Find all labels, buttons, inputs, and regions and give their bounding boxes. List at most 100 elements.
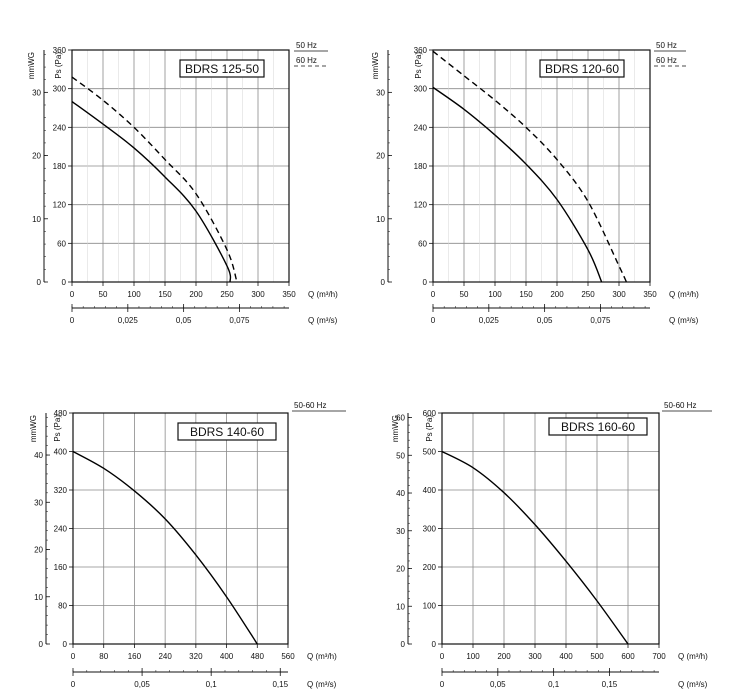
y-tick-label: 300 xyxy=(423,525,437,534)
mmwg-tick-label: 10 xyxy=(32,215,41,224)
x-tick-label: 200 xyxy=(550,290,564,299)
x-tick-label: 240 xyxy=(158,652,172,661)
y-tick-label: 240 xyxy=(53,123,67,132)
x-axis-title: Q (m³/h) xyxy=(308,290,338,299)
mmwg-tick-label: 30 xyxy=(376,88,385,97)
x-tick-label: 350 xyxy=(643,290,657,299)
legend-label: 60 Hz xyxy=(656,56,677,65)
y-tick-label: 240 xyxy=(54,525,68,534)
mmwg-tick-label: 0 xyxy=(381,278,386,287)
legend-label: 50 Hz xyxy=(296,41,317,50)
y-tick-label: 0 xyxy=(62,278,67,287)
mmwg-tick-label: 30 xyxy=(396,527,405,536)
mmwg-tick-label: 30 xyxy=(32,88,41,97)
x2-tick-label: 0 xyxy=(71,680,76,689)
mmwg-axis-title: mmWG xyxy=(27,52,36,79)
y-tick-label: 100 xyxy=(423,602,437,611)
y-tick-label: 400 xyxy=(54,448,68,457)
x2-tick-label: 0,05 xyxy=(490,680,506,689)
y-tick-label: 400 xyxy=(423,486,437,495)
y-tick-label: 60 xyxy=(418,239,427,248)
x-tick-label: 300 xyxy=(528,652,542,661)
mmwg-tick-label: 40 xyxy=(34,451,43,460)
series-line-60-hz xyxy=(71,76,238,283)
y-tick-label: 200 xyxy=(423,563,437,572)
legend-label: 50-60 Hz xyxy=(664,401,696,410)
x-tick-label: 300 xyxy=(251,290,265,299)
x2-tick-label: 0,15 xyxy=(272,680,288,689)
x2-axis-title: Q (m³/s) xyxy=(308,316,338,325)
y-tick-label: 480 xyxy=(54,409,68,418)
x-tick-label: 350 xyxy=(282,290,296,299)
pa-axis-title: Ps (Pa) xyxy=(54,52,63,79)
x-axis-title: Q (m³/h) xyxy=(678,652,708,661)
x-tick-label: 160 xyxy=(128,652,142,661)
mmwg-tick-label: 10 xyxy=(376,215,385,224)
x-tick-label: 0 xyxy=(71,652,76,661)
x-tick-label: 480 xyxy=(251,652,265,661)
x2-tick-label: 0 xyxy=(70,316,75,325)
series-line-50-hz xyxy=(71,100,232,283)
x2-tick-label: 0 xyxy=(440,680,445,689)
mmwg-tick-label: 20 xyxy=(32,152,41,161)
x-tick-label: 200 xyxy=(497,652,511,661)
x-axis-title: Q (m³/h) xyxy=(669,290,699,299)
x-tick-label: 600 xyxy=(621,652,635,661)
pa-axis-title: Ps (Pa) xyxy=(414,52,423,79)
x-tick-label: 150 xyxy=(158,290,172,299)
chart-title: BDRS 140-60 xyxy=(190,425,264,439)
y-tick-label: 0 xyxy=(423,278,428,287)
pa-axis-title: Ps (Pa) xyxy=(425,415,434,442)
chart-1: 0 60 120 180 240 300 360 0 10 20 30 mmWG Ps (Pa) 0 50 1… xyxy=(27,41,338,325)
legend-label: 50-60 Hz xyxy=(294,401,326,410)
title-box xyxy=(548,417,648,436)
mmwg-axis-title: mmWG xyxy=(391,415,400,442)
x2-tick-label: 0,05 xyxy=(134,680,150,689)
y-tick-label: 240 xyxy=(414,123,428,132)
y-tick-label: 160 xyxy=(54,563,68,572)
mmwg-axis-title: mmWG xyxy=(29,415,38,442)
x2-axis-title: Q (m³/s) xyxy=(678,680,708,689)
mmwg-tick-label: 10 xyxy=(396,602,405,611)
x-tick-label: 400 xyxy=(220,652,234,661)
x-tick-label: 100 xyxy=(466,652,480,661)
x-tick-label: 50 xyxy=(460,290,469,299)
x-axis-title: Q (m³/h) xyxy=(307,652,337,661)
x-tick-label: 320 xyxy=(189,652,203,661)
x-tick-label: 500 xyxy=(590,652,604,661)
mmwg-tick-label: 30 xyxy=(34,498,43,507)
x-tick-label: 400 xyxy=(559,652,573,661)
y-tick-label: 0 xyxy=(432,640,437,649)
mmwg-tick-label: 50 xyxy=(396,451,405,460)
x-tick-label: 150 xyxy=(519,290,533,299)
x2-tick-label: 0,075 xyxy=(229,316,250,325)
mmwg-tick-label: 20 xyxy=(34,546,43,555)
x-tick-label: 300 xyxy=(612,290,626,299)
mmwg-tick-label: 0 xyxy=(37,278,42,287)
x2-tick-label: 0,1 xyxy=(206,680,218,689)
x-tick-label: 560 xyxy=(281,652,295,661)
mmwg-tick-label: 0 xyxy=(39,640,44,649)
x-tick-label: 700 xyxy=(652,652,666,661)
y-tick-label: 500 xyxy=(423,448,437,457)
x2-axis-title: Q (m³/s) xyxy=(669,316,699,325)
mmwg-tick-label: 60 xyxy=(396,414,405,423)
x-tick-label: 0 xyxy=(431,290,436,299)
y-tick-label: 180 xyxy=(53,162,67,171)
chart-title: BDRS 120-60 xyxy=(545,62,619,76)
mmwg-tick-label: 0 xyxy=(401,640,406,649)
x-tick-label: 200 xyxy=(189,290,203,299)
series-line-50-60-hz xyxy=(441,450,629,645)
mmwg-tick-label: 10 xyxy=(34,593,43,602)
mmwg-tick-label: 20 xyxy=(396,565,405,574)
mmwg-tick-label: 20 xyxy=(376,152,385,161)
chart-title: BDRS 160-60 xyxy=(561,420,635,434)
chart-3: 0 80 160 240 320 400 480 0 10 20 30 40 mmWG Ps (Pa) 0 8… xyxy=(29,401,346,689)
chart-2: 0 60 120 180 240 300 360 0 10 20 30 mmWG Ps (Pa) 0 50 1… xyxy=(371,41,699,325)
x-tick-label: 0 xyxy=(440,652,445,661)
series-line-60-hz xyxy=(432,50,628,283)
y-tick-label: 60 xyxy=(57,239,66,248)
y-tick-label: 120 xyxy=(53,201,67,210)
title-box xyxy=(539,59,625,78)
x2-tick-label: 0,1 xyxy=(548,680,560,689)
